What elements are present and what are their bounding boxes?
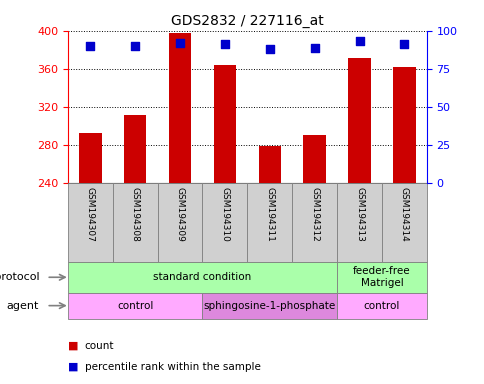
Point (310, 45, 318, 51)
Text: GSM194307: GSM194307 (86, 187, 95, 242)
Point (355, 38, 363, 45)
Title: GDS2832 / 227116_at: GDS2832 / 227116_at (171, 14, 323, 28)
Bar (68, 293, 202, 319)
Text: GSM194313: GSM194313 (354, 187, 363, 242)
Bar (336, 293, 426, 319)
Bar (79, 133, 101, 184)
Bar (68, 262, 336, 293)
Bar (303, 135, 325, 184)
Text: GSM194309: GSM194309 (175, 187, 184, 242)
Text: control: control (363, 301, 399, 311)
Bar (291, 184, 336, 262)
Text: control: control (117, 301, 153, 311)
Point (400, 41, 408, 48)
Bar (202, 184, 247, 262)
Bar (157, 184, 202, 262)
Bar (258, 146, 280, 184)
Text: percentile rank within the sample: percentile rank within the sample (85, 362, 260, 372)
Text: GSM194308: GSM194308 (130, 187, 139, 242)
Text: GSM194310: GSM194310 (220, 187, 229, 242)
Text: count: count (85, 341, 114, 351)
Text: agent: agent (7, 301, 39, 311)
Text: standard condition: standard condition (153, 272, 251, 282)
Bar (336, 262, 426, 293)
Bar (213, 65, 236, 184)
Point (221, 41, 228, 48)
Text: feeder-free
Matrigel: feeder-free Matrigel (352, 266, 410, 288)
Text: GSM194314: GSM194314 (399, 187, 408, 242)
Point (86, 43, 94, 49)
Text: ■: ■ (68, 362, 78, 372)
Bar (381, 184, 426, 262)
Text: GSM194311: GSM194311 (265, 187, 274, 242)
Bar (112, 184, 157, 262)
Text: ■: ■ (68, 341, 78, 351)
Text: GSM194312: GSM194312 (309, 187, 318, 242)
Bar (247, 184, 291, 262)
Point (131, 43, 139, 49)
Bar (124, 115, 146, 184)
Point (176, 40, 183, 46)
Bar (168, 33, 191, 184)
Bar (336, 184, 381, 262)
Bar (393, 67, 415, 184)
Bar (68, 184, 112, 262)
Text: growth protocol: growth protocol (0, 272, 39, 282)
Bar (348, 58, 370, 184)
Text: sphingosine-1-phosphate: sphingosine-1-phosphate (203, 301, 335, 311)
Bar (202, 293, 336, 319)
Point (265, 46, 273, 52)
